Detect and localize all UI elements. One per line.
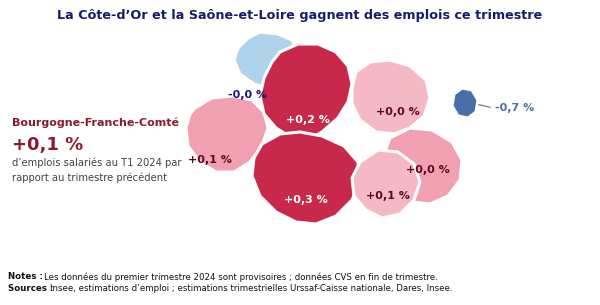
Text: +0,1 %: +0,1 % xyxy=(188,155,232,165)
Text: +0,0 %: +0,0 % xyxy=(376,107,420,117)
Polygon shape xyxy=(352,60,430,134)
Text: +0,3 %: +0,3 % xyxy=(284,195,328,205)
Text: Les données du premier trimestre 2024 sont provisoires ; données CVS en fin de t: Les données du premier trimestre 2024 so… xyxy=(44,272,438,282)
Polygon shape xyxy=(384,128,462,204)
Polygon shape xyxy=(260,44,352,140)
Polygon shape xyxy=(234,32,300,88)
Text: Bourgogne-Franche-Comté: Bourgogne-Franche-Comté xyxy=(12,118,179,128)
Text: Notes :: Notes : xyxy=(8,272,46,281)
Text: Sources :: Sources : xyxy=(8,284,56,293)
Text: +0,1 %: +0,1 % xyxy=(366,191,410,201)
Polygon shape xyxy=(252,132,360,224)
Polygon shape xyxy=(352,150,420,218)
Text: +0,1 %: +0,1 % xyxy=(12,136,83,154)
Text: +0,0 %: +0,0 % xyxy=(406,165,450,175)
Text: Insee, estimations d’emploi ; estimations trimestrielles Urssaf-Caisse nationale: Insee, estimations d’emploi ; estimation… xyxy=(50,284,452,293)
Text: +0,2 %: +0,2 % xyxy=(286,115,330,125)
Text: -0,0 %: -0,0 % xyxy=(229,90,268,100)
Text: La Côte-d’Or et la Saône-et-Loire gagnent des emplois ce trimestre: La Côte-d’Or et la Saône-et-Loire gagnen… xyxy=(58,9,542,23)
Polygon shape xyxy=(186,96,268,172)
Text: d’emplois salariés au T1 2024 par
rapport au trimestre précédent: d’emplois salariés au T1 2024 par rappor… xyxy=(12,158,182,183)
Text: -0,7 %: -0,7 % xyxy=(495,103,534,113)
Polygon shape xyxy=(452,88,478,118)
